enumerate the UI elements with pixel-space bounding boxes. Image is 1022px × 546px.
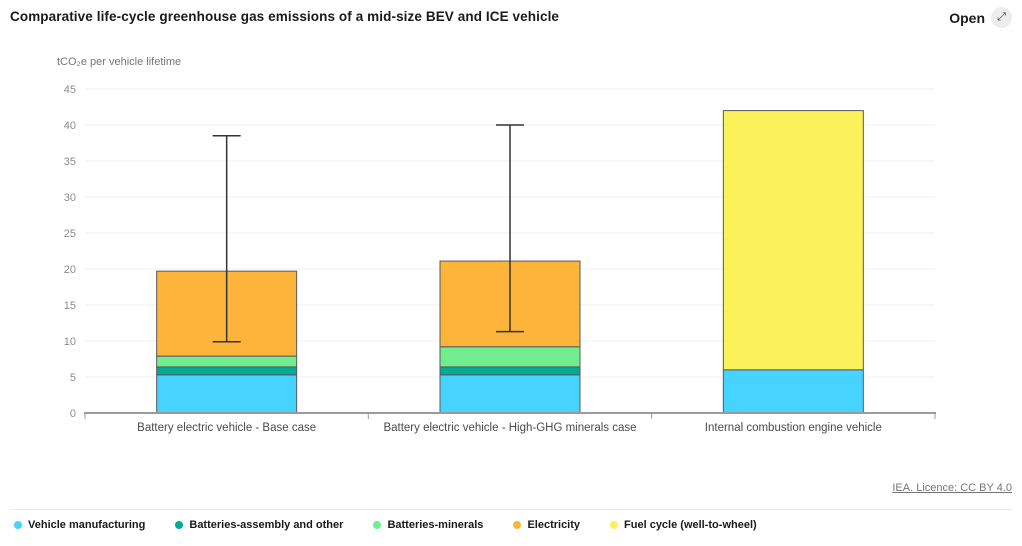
legend-label: Batteries-assembly and other <box>189 519 344 531</box>
legend-item[interactable]: Electricity <box>513 519 580 531</box>
legend-label: Vehicle manufacturing <box>28 519 146 531</box>
legend-dot-icon <box>14 521 22 529</box>
legend-item[interactable]: Vehicle manufacturing <box>14 519 145 531</box>
bar-segment[interactable] <box>439 366 581 376</box>
bar-segment[interactable] <box>439 346 581 368</box>
legend-dot-icon <box>610 521 619 529</box>
y-tick-label: 25 <box>64 228 76 240</box>
bar-segment[interactable] <box>156 374 298 414</box>
legend-label: Batteries-minerals <box>387 519 484 531</box>
legend-item[interactable]: Fuel cycle (well-to-wheel) <box>610 519 757 531</box>
bar-segment[interactable] <box>156 366 298 376</box>
legend-dot-icon <box>175 521 184 529</box>
x-tick-label: Battery electric vehicle - High-GHG mine… <box>383 422 636 434</box>
legend-item[interactable]: Batteries-minerals <box>373 519 483 531</box>
y-tick-label: 40 <box>64 120 76 132</box>
legend-item[interactable]: Batteries-assembly and other <box>175 519 343 531</box>
y-tick-label: 45 <box>64 84 76 96</box>
chart-legend: Vehicle manufacturing Batteries-assembly … <box>14 519 757 531</box>
y-tick-label: 20 <box>64 264 76 276</box>
legend-dot-icon <box>513 521 522 529</box>
legend-label: Electricity <box>527 519 581 531</box>
bar-segment[interactable] <box>439 374 581 414</box>
bar-segment[interactable] <box>722 369 864 414</box>
page-title: Comparative life-cycle greenhouse gas em… <box>10 9 560 24</box>
bar-segment[interactable] <box>722 110 864 371</box>
y-tick-label: 35 <box>64 156 76 168</box>
y-tick-label: 0 <box>70 408 76 420</box>
y-tick-label: 30 <box>64 192 76 204</box>
emissions-stacked-bar-chart: 0 5 10 15 20 25 30 35 40 45 Battery electric vehic… <box>64 84 936 434</box>
y-tick-label: 10 <box>64 336 76 348</box>
footer-divider <box>10 509 1012 510</box>
y-tick-label: 15 <box>64 300 76 312</box>
open-button[interactable]: Open ⤢ <box>949 7 1012 28</box>
x-tick-label: Battery electric vehicle - Base case <box>137 422 316 434</box>
y-tick-label: 5 <box>70 372 76 384</box>
legend-dot-icon <box>373 521 382 529</box>
y-axis-unit-label: tCO₂e per vehicle lifetime <box>57 56 182 68</box>
x-tick-label: Internal combustion engine vehicle <box>705 422 882 434</box>
expand-icon: ⤢ <box>991 7 1012 28</box>
legend-label: Fuel cycle (well-to-wheel) <box>624 519 757 531</box>
licence-link[interactable]: IEA. Licence: CC BY 4.0 <box>892 482 1012 494</box>
bar-segment[interactable] <box>156 355 298 368</box>
open-button-label: Open <box>949 9 985 26</box>
